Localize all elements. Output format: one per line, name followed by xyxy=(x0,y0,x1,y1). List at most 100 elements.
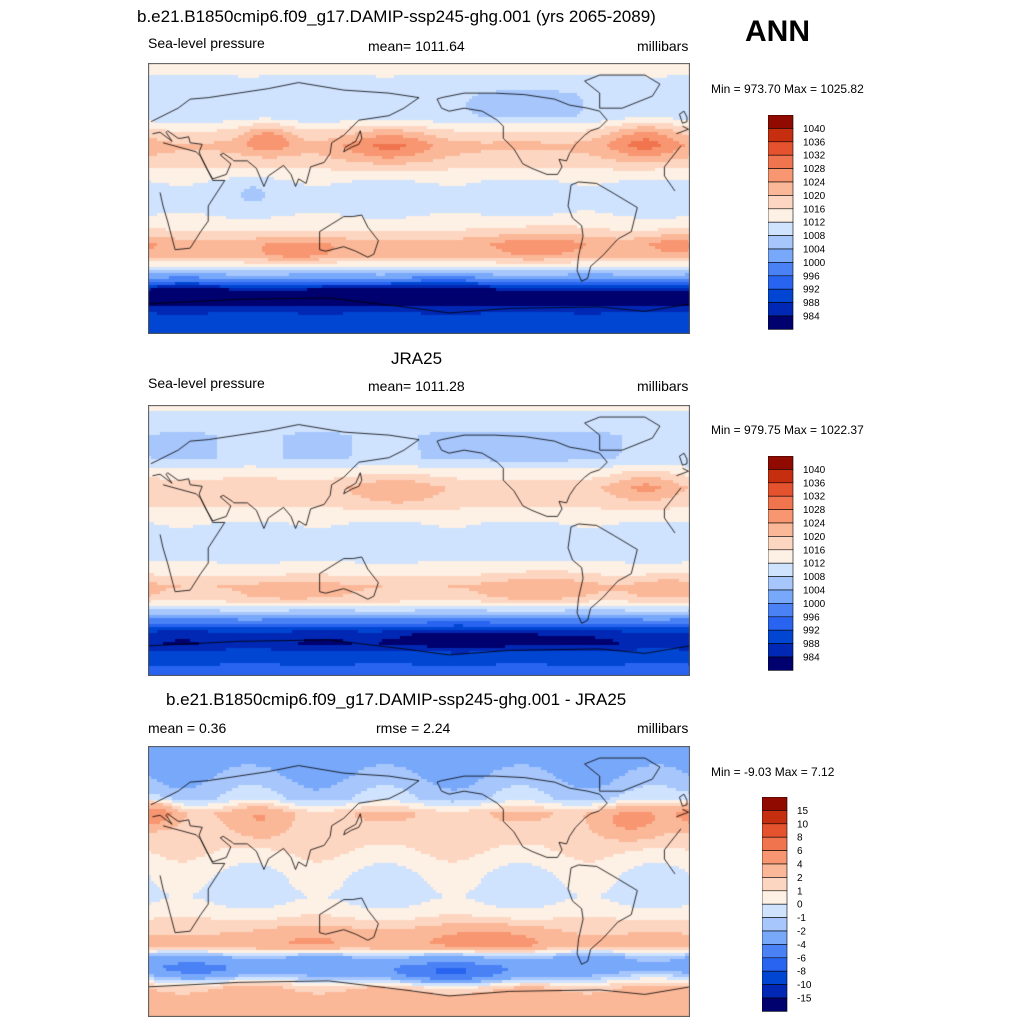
panel2-colorbar-tick-label: 1008 xyxy=(803,572,826,583)
panel1-title: b.e21.B1850cmip6.f09_g17.DAMIP-ssp245-gh… xyxy=(137,7,656,26)
panel2-colorbar-tick-label: 1024 xyxy=(803,519,826,530)
panel3-colorbar-box xyxy=(762,863,788,878)
panel2-colorbar-box xyxy=(768,522,794,537)
panel3-colorbar-box xyxy=(762,823,788,838)
panel2-colorbar-tick-label: 1020 xyxy=(803,532,826,543)
panel1-units-label: millibars xyxy=(637,38,689,54)
panel2-colorbar-box xyxy=(768,509,794,524)
panel2-map xyxy=(148,405,690,676)
panel3-colorbar-tick-label: 15 xyxy=(797,806,809,817)
panel2-colorbar-box xyxy=(768,603,794,618)
panel1-colorbar-tick-label: 1016 xyxy=(803,204,826,215)
panel2-minmax-label: Min = 979.75 Max = 1022.37 xyxy=(711,423,864,437)
panel2-colorbar-box xyxy=(768,482,794,497)
panel2-colorbar-box xyxy=(768,469,794,484)
panel1-colorbar-tick-label: 1008 xyxy=(803,231,826,242)
panel3-colorbar-tick-label: 10 xyxy=(797,819,809,830)
panel3-colorbar-box xyxy=(762,797,788,811)
panel3-colorbar-tick-label: 4 xyxy=(797,860,803,871)
panel1-colorbar: 1040 1036 1032 1028 1024 1020 1016 1012 1008 1004… xyxy=(768,115,826,330)
panel3-rmse-label: rmse = 2.24 xyxy=(376,720,451,736)
panel1-colorbar-tick-label: 988 xyxy=(803,298,820,309)
panel3-colorbar-tick-label: 8 xyxy=(797,833,803,844)
panel1-colorbar-tick-label: 996 xyxy=(803,271,820,282)
panel3-minmax-label: Min = -9.03 Max = 7.12 xyxy=(711,765,835,779)
panel1-colorbar-tick-label: 1040 xyxy=(803,124,826,135)
panel1-colorbar-box xyxy=(768,315,794,330)
panel2-colorbar-tick-label: 992 xyxy=(803,626,820,637)
panel1-colorbar-box xyxy=(768,181,794,196)
panel3-map xyxy=(148,746,690,1017)
panel2-colorbar-tick-label: 1028 xyxy=(803,505,826,516)
panel1-colorbar-tick-label: 984 xyxy=(803,312,820,323)
panel2-colorbar-box xyxy=(768,656,794,671)
panel2-colorbar-tick-label: 1032 xyxy=(803,492,826,503)
panel2-colorbar-box xyxy=(768,549,794,564)
panel2-colorbar-box xyxy=(768,589,794,604)
panel3-colorbar-tick-label: 1 xyxy=(797,886,803,897)
panel2-colorbar-box xyxy=(768,562,794,577)
panel2-colorbar-tick-label: 1004 xyxy=(803,586,826,597)
panel3-colorbar-tick-label: 6 xyxy=(797,846,803,857)
season-label: ANN xyxy=(745,15,810,48)
panel3-mean-label: mean = 0.36 xyxy=(148,720,227,736)
panel3-colorbar-box xyxy=(762,836,788,851)
panel3-colorbar-box xyxy=(762,810,788,825)
panel2-colorbar-box xyxy=(768,643,794,658)
panel3-colorbar-box xyxy=(762,917,788,932)
panel2-mean-label: mean= 1011.28 xyxy=(368,378,465,394)
panel3-colorbar-tick-label: -6 xyxy=(797,953,806,964)
panel1-colorbar-box xyxy=(768,128,794,143)
panel1-colorbar-box xyxy=(768,195,794,210)
panel2-units-label: millibars xyxy=(637,378,689,394)
panel3-colorbar-tick-label: -10 xyxy=(797,980,812,991)
panel3-colorbar-box xyxy=(762,970,788,985)
panel1-colorbar-box xyxy=(768,154,794,169)
panel1-colorbar-box xyxy=(768,115,794,129)
panel1-colorbar-box xyxy=(768,221,794,236)
panel1-colorbar-box xyxy=(768,141,794,156)
panel3-colorbar-tick-label: -4 xyxy=(797,940,806,951)
panel3-colorbar-tick-label: 2 xyxy=(797,873,803,884)
panel2-colorbar: 1040 1036 1032 1028 1024 1020 1016 1012 1008 1004… xyxy=(768,456,826,671)
panel2-title: JRA25 xyxy=(391,349,443,368)
panel2-colorbar-tick-label: 1040 xyxy=(803,465,826,476)
panel1-colorbar-box xyxy=(768,168,794,183)
panel3-colorbar-box xyxy=(762,877,788,892)
panel2-colorbar-tick-label: 1036 xyxy=(803,478,826,489)
panel2-colorbar-tick-label: 1016 xyxy=(803,545,826,556)
panel1-colorbar-tick-label: 1000 xyxy=(803,258,826,269)
panel1-colorbar-tick-label: 1020 xyxy=(803,191,826,202)
panel1-colorbar-box xyxy=(768,262,794,277)
panel2-colorbar-box xyxy=(768,616,794,631)
panel1-colorbar-tick-label: 1004 xyxy=(803,245,826,256)
panel3-units-label: millibars xyxy=(637,720,689,736)
panel1-colorbar-tick-label: 1012 xyxy=(803,218,826,229)
panel1-variable-label: Sea-level pressure xyxy=(148,35,265,51)
panel3-colorbar-tick-label: -15 xyxy=(797,994,812,1005)
panel3-colorbar-tick-label: -1 xyxy=(797,913,806,924)
panel2-colorbar-tick-label: 1012 xyxy=(803,559,826,570)
panel2-variable-label: Sea-level pressure xyxy=(148,375,265,391)
panel2-colorbar-box xyxy=(768,456,794,470)
panel2-colorbar-box xyxy=(768,629,794,644)
panel1-colorbar-tick-label: 1036 xyxy=(803,137,826,148)
panel1-colorbar-box xyxy=(768,248,794,263)
panel1-colorbar-tick-label: 992 xyxy=(803,285,820,296)
panel2-colorbar-tick-label: 988 xyxy=(803,639,820,650)
panel3-colorbar-box xyxy=(762,984,788,999)
panel3-title: b.e21.B1850cmip6.f09_g17.DAMIP-ssp245-gh… xyxy=(166,690,627,709)
panel3-colorbar-tick-label: -2 xyxy=(797,927,806,938)
panel2-colorbar-box xyxy=(768,536,794,551)
panel1-map xyxy=(148,63,690,334)
panel3-colorbar-tick-label: 0 xyxy=(797,900,803,911)
panel1-colorbar-tick-label: 1024 xyxy=(803,178,826,189)
panel1-colorbar-box xyxy=(768,288,794,303)
panel3-colorbar-box xyxy=(762,890,788,905)
panel2-colorbar-box xyxy=(768,576,794,591)
panel1-mean-label: mean= 1011.64 xyxy=(368,38,465,54)
panel1-colorbar-box xyxy=(768,235,794,250)
panel1-minmax-label: Min = 973.70 Max = 1025.82 xyxy=(711,82,864,96)
panel2-colorbar-tick-label: 984 xyxy=(803,653,820,664)
panel1-colorbar-tick-label: 1032 xyxy=(803,151,826,162)
